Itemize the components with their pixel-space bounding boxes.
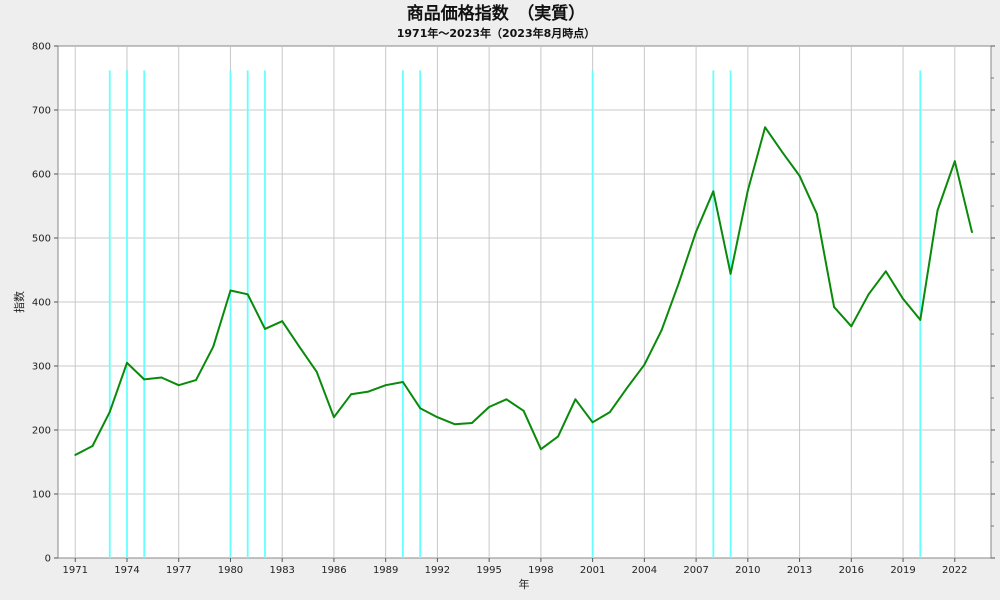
x-tick-label: 1995 — [476, 565, 501, 576]
data-point — [315, 370, 318, 373]
x-tick-label: 1989 — [373, 565, 398, 576]
x-axis-label: 年 — [519, 577, 530, 591]
y-tick-label: 700 — [32, 106, 51, 117]
data-point — [660, 329, 663, 332]
data-point — [264, 327, 266, 330]
data-point — [953, 160, 956, 163]
x-tick-label: 1992 — [425, 565, 450, 576]
data-point — [850, 325, 853, 328]
data-point — [902, 297, 904, 300]
y-tick-label: 0 — [45, 554, 51, 565]
data-point — [160, 376, 163, 379]
x-tick-label: 2022 — [942, 565, 967, 576]
data-point — [212, 345, 215, 348]
data-point — [453, 423, 456, 426]
data-point — [643, 363, 646, 366]
axes: 0 100 200 300 400 500 600 700 800 1971 1974 1977 198… — [32, 42, 995, 576]
data-point — [712, 190, 715, 193]
data-point — [281, 320, 284, 323]
data-point — [695, 230, 697, 233]
data-point — [505, 398, 508, 401]
data-point — [574, 398, 577, 401]
x-tick-label: 1971 — [63, 565, 88, 576]
data-point — [402, 381, 404, 383]
data-point — [798, 175, 801, 177]
x-tick-label: 1983 — [269, 565, 294, 576]
x-tick-label: 2013 — [787, 565, 812, 576]
data-point — [539, 448, 542, 451]
x-tick-label: 2010 — [735, 565, 760, 576]
data-point — [108, 411, 111, 413]
data-point — [126, 361, 128, 364]
data-point — [522, 409, 525, 412]
data-point — [436, 416, 439, 419]
x-tick-label: 1998 — [528, 565, 553, 576]
data-point — [298, 345, 301, 348]
data-point — [367, 390, 370, 393]
data-point — [867, 293, 870, 296]
y-tick-label: 600 — [32, 170, 51, 181]
y-tick-label: 500 — [32, 234, 51, 245]
x-tick-label: 1980 — [218, 565, 243, 576]
data-point — [919, 319, 922, 321]
series-layer — [74, 126, 973, 456]
data-point — [143, 378, 146, 381]
data-point — [91, 445, 94, 447]
x-tick-label: 2004 — [632, 565, 657, 576]
y-tick-label: 800 — [32, 42, 51, 53]
data-point — [557, 435, 560, 438]
data-point — [177, 384, 180, 387]
x-tick-label: 1986 — [321, 565, 346, 576]
x-tick-label: 2007 — [683, 565, 708, 576]
data-point — [471, 422, 473, 424]
data-point — [350, 393, 353, 396]
data-point — [729, 272, 732, 275]
chart-title: 商品価格指数 （実質） — [407, 3, 586, 24]
x-tick-label: 1977 — [166, 565, 191, 576]
chart-subtitle: 1971年～2023年（2023年8月時点） — [397, 26, 596, 40]
data-point — [833, 306, 835, 309]
data-point — [884, 270, 887, 273]
data-point — [781, 151, 784, 154]
y-axis-label: 指数 — [12, 291, 26, 313]
data-point — [195, 379, 197, 381]
data-point — [74, 454, 77, 456]
x-tick-label: 1974 — [114, 565, 139, 576]
data-point — [746, 189, 749, 192]
data-point — [591, 421, 594, 424]
x-tick-label: 2016 — [839, 565, 864, 576]
data-point — [971, 231, 973, 234]
data-point — [936, 209, 939, 212]
data-point — [815, 212, 818, 215]
y-tick-label: 200 — [32, 426, 51, 437]
x-tick-label: 2019 — [890, 565, 915, 576]
data-point — [229, 289, 232, 292]
data-point — [764, 126, 766, 129]
y-tick-label: 400 — [32, 298, 51, 309]
data-point — [419, 407, 422, 410]
data-point — [246, 293, 249, 296]
data-point — [488, 406, 491, 408]
data-point — [384, 384, 387, 387]
data-point — [608, 411, 611, 413]
y-tick-label: 300 — [32, 362, 51, 373]
data-point — [677, 281, 680, 284]
y-tick-label: 100 — [32, 490, 51, 501]
x-tick-label: 2001 — [580, 565, 605, 576]
data-point — [333, 416, 335, 419]
data-point — [626, 386, 629, 389]
